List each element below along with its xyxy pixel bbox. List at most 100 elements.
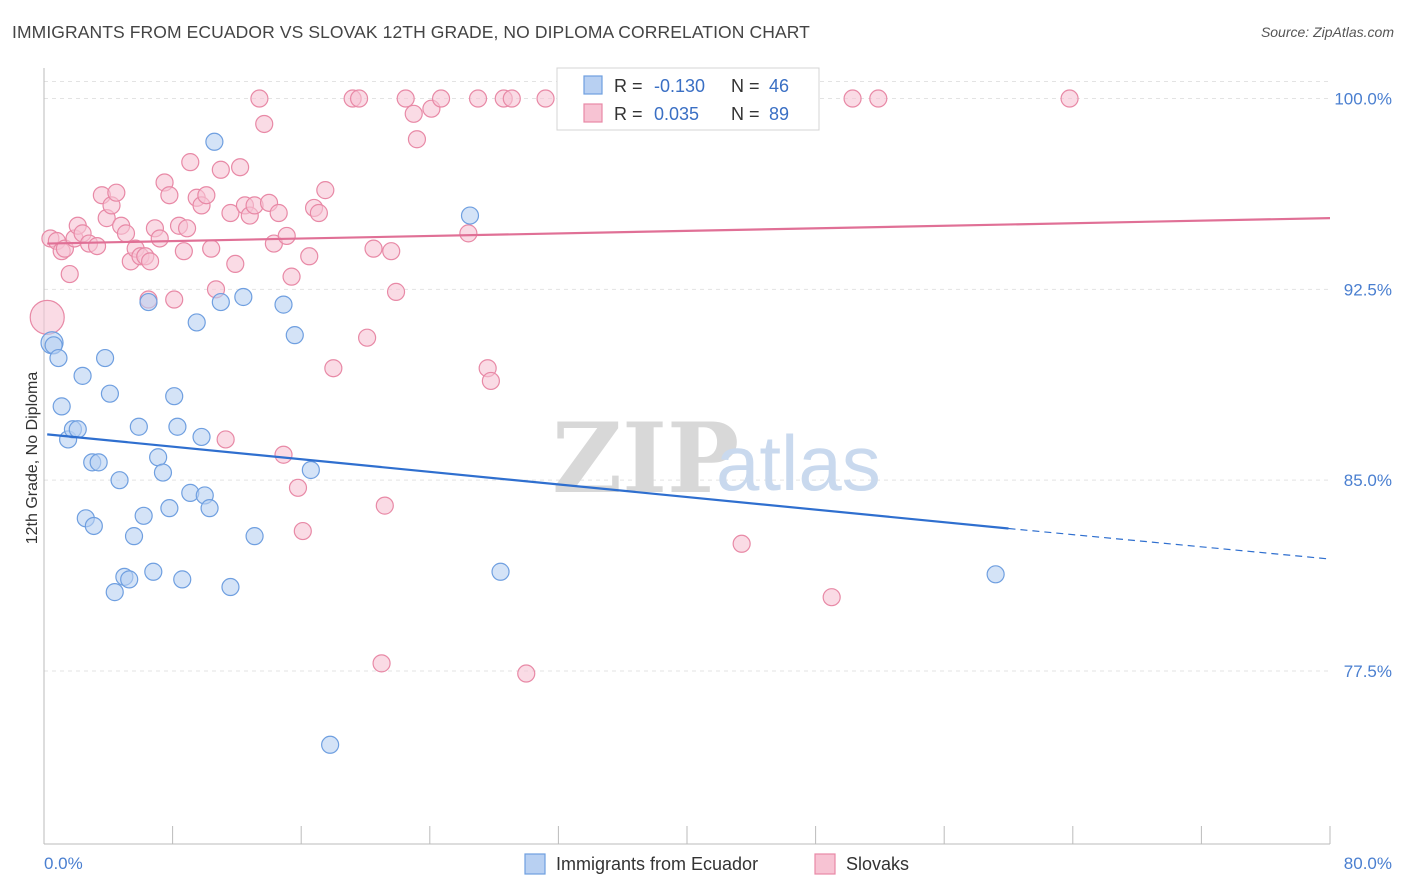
point-slovaks-53 xyxy=(288,478,308,497)
point-ecuador-18 xyxy=(124,527,144,546)
point-slovaks-65 xyxy=(375,496,394,515)
point-ecuador-12 xyxy=(95,348,115,368)
point-slovaks-55 xyxy=(300,247,319,266)
point-ecuador-21 xyxy=(139,292,158,312)
point-ecuador-37 xyxy=(234,287,253,307)
point-slovaks-67 xyxy=(386,282,406,301)
point-ecuador-14 xyxy=(105,583,124,602)
point-ecuador-42 xyxy=(321,735,340,754)
point-ecuador-39 xyxy=(274,295,293,314)
point-ecuador-15 xyxy=(110,471,129,490)
series-slovaks-points xyxy=(29,89,1079,683)
point-slovaks-0 xyxy=(29,299,65,335)
point-slovaks-78 xyxy=(502,89,521,108)
point-ecuador-40 xyxy=(285,326,304,345)
source-label: Source: ZipAtlas.com xyxy=(1260,24,1394,40)
point-slovaks-51 xyxy=(277,226,296,246)
point-slovaks-59 xyxy=(324,359,343,378)
point-slovaks-69 xyxy=(404,104,423,123)
point-ecuador-25 xyxy=(160,499,179,518)
y-axis-label: 12th Grade, No Diploma xyxy=(24,372,41,545)
point-slovaks-54 xyxy=(293,521,312,541)
point-slovaks-80 xyxy=(536,89,555,108)
legend-swatch-slovaks xyxy=(583,103,603,123)
point-slovaks-31 xyxy=(181,153,200,172)
legend-n-value-slovaks: 89 xyxy=(769,104,789,124)
point-slovaks-57 xyxy=(309,203,328,223)
series-legend-swatch-slovaks xyxy=(814,853,836,875)
point-slovaks-49 xyxy=(269,203,288,223)
point-ecuador-26 xyxy=(165,387,184,406)
point-slovaks-72 xyxy=(431,89,451,108)
point-slovaks-41 xyxy=(231,158,250,177)
watermark: ZIP atlas xyxy=(552,402,881,515)
point-ecuador-31 xyxy=(192,427,211,447)
point-slovaks-27 xyxy=(165,290,184,309)
point-ecuador-27 xyxy=(168,417,187,436)
point-slovaks-30 xyxy=(177,219,197,238)
point-ecuador-3 xyxy=(52,397,71,416)
series-legend-swatch-ecuador xyxy=(524,853,546,875)
trend-lines xyxy=(47,217,1331,560)
point-ecuador-22 xyxy=(144,562,163,581)
point-ecuador-45 xyxy=(986,565,1005,584)
point-ecuador-43 xyxy=(460,206,480,225)
series-legend: Immigrants from Ecuador Slovaks xyxy=(524,853,909,875)
point-slovaks-87 xyxy=(869,89,888,108)
point-slovaks-63 xyxy=(364,239,383,258)
point-slovaks-86 xyxy=(843,89,862,108)
point-ecuador-38 xyxy=(245,527,264,546)
series-ecuador-points xyxy=(40,132,1005,754)
point-slovaks-85 xyxy=(822,588,841,607)
point-slovaks-58 xyxy=(316,181,335,200)
point-slovaks-52 xyxy=(282,267,301,286)
point-slovaks-38 xyxy=(216,430,235,449)
point-slovaks-88 xyxy=(1060,89,1079,108)
x-tick-label-1: 80.0% xyxy=(1344,854,1392,873)
legend-r-label-slovaks: R = xyxy=(614,104,643,124)
point-slovaks-37 xyxy=(211,160,230,179)
point-ecuador-24 xyxy=(153,463,173,482)
point-slovaks-70 xyxy=(407,130,427,149)
x-tick-labels: 0.0% 80.0% xyxy=(44,854,1392,873)
point-slovaks-50 xyxy=(274,445,293,464)
y-tick-label-0: 77.5% xyxy=(1344,662,1392,681)
stats-legend: R = -0.130 N = 46 R = 0.035 N = 89 xyxy=(556,67,820,131)
point-slovaks-64 xyxy=(372,654,391,673)
point-ecuador-19 xyxy=(129,417,148,436)
point-slovaks-10 xyxy=(87,236,107,256)
legend-n-value-ecuador: 46 xyxy=(769,76,789,96)
legend-n-label-ecuador: N = xyxy=(731,76,760,96)
point-ecuador-13 xyxy=(100,384,120,403)
point-slovaks-40 xyxy=(226,254,245,274)
legend-swatch-ecuador xyxy=(583,75,603,95)
series-legend-label-slovaks: Slovaks xyxy=(846,854,909,874)
watermark-zip: ZIP xyxy=(552,402,739,515)
point-slovaks-66 xyxy=(382,242,401,261)
point-slovaks-26 xyxy=(160,186,179,205)
y-tick-labels: 77.5% 85.0% 92.5% 100.0% xyxy=(1334,90,1392,681)
point-ecuador-2 xyxy=(49,348,68,368)
point-ecuador-33 xyxy=(200,499,219,518)
point-slovaks-46 xyxy=(255,114,274,134)
y-tick-label-3: 100.0% xyxy=(1334,90,1392,109)
point-slovaks-35 xyxy=(202,239,221,258)
point-slovaks-39 xyxy=(221,203,240,223)
watermark-atlas: atlas xyxy=(716,419,881,507)
point-ecuador-35 xyxy=(211,292,230,312)
point-ecuador-10 xyxy=(84,516,103,536)
legend-r-value-ecuador: -0.130 xyxy=(654,76,705,96)
point-slovaks-84 xyxy=(732,534,751,553)
point-ecuador-23 xyxy=(149,448,168,467)
legend-r-label-ecuador: R = xyxy=(614,76,643,96)
point-slovaks-5 xyxy=(60,264,79,284)
chart-title: IMMIGRANTS FROM ECUADOR VS SLOVAK 12TH G… xyxy=(12,22,810,42)
point-slovaks-34 xyxy=(197,186,216,205)
point-slovaks-45 xyxy=(250,89,269,108)
point-slovaks-68 xyxy=(396,89,415,108)
point-slovaks-24 xyxy=(150,229,169,248)
point-ecuador-20 xyxy=(134,506,153,525)
point-slovaks-61 xyxy=(349,89,369,108)
point-ecuador-36 xyxy=(221,577,240,597)
